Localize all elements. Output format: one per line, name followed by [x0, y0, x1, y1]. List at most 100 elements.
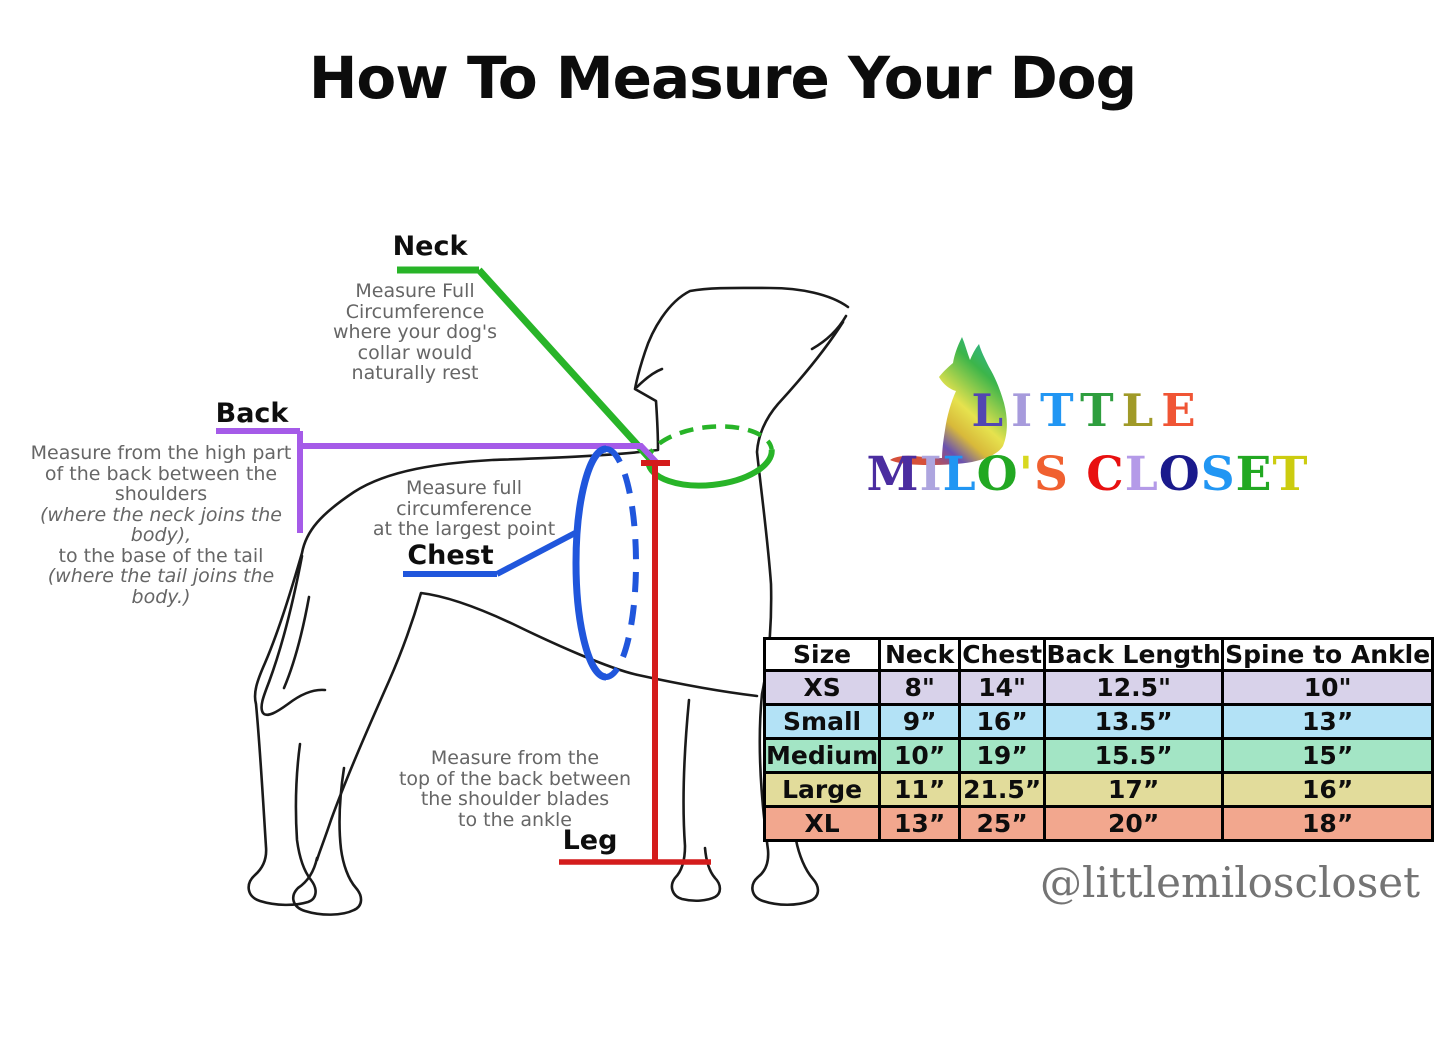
logo-letter: '	[1018, 447, 1034, 502]
chest-annotation	[403, 445, 639, 681]
size-table-header-cell: Back Length	[1043, 637, 1225, 672]
dog-head-back-rearleg-path	[247, 286, 850, 907]
size-table-header-cell: Chest	[958, 637, 1047, 672]
neck-pointer-line	[476, 267, 655, 464]
page-title: How To Measure Your Dog	[308, 44, 1137, 112]
size-label-cell: XL	[762, 805, 882, 842]
logo-wordmark-line1: LITTLE	[960, 384, 1215, 437]
size-table-row: Small 9” 16” 13.5” 13”	[762, 703, 1435, 740]
logo-letter: L	[1121, 384, 1162, 437]
measurement-cell: 10"	[1221, 669, 1435, 706]
size-table-header-cell: Neck	[878, 637, 962, 672]
measurement-cell: 19”	[958, 737, 1047, 774]
size-label-cell: XS	[762, 669, 882, 706]
logo-letter: S	[1200, 447, 1236, 502]
description-line: Measure from the high part	[30, 442, 292, 464]
description-line: top of the back between	[398, 767, 632, 790]
description-line: Measure Full	[355, 280, 475, 302]
dog-jaw-line	[810, 314, 848, 351]
logo-letter: O	[976, 447, 1019, 502]
logo-letter: C	[1086, 447, 1125, 502]
description-line: (where the neck joins the body),	[39, 503, 282, 546]
description-line: collar would	[357, 341, 473, 364]
logo-letter: E	[1161, 384, 1204, 437]
measurement-cell: 10”	[878, 737, 962, 774]
logo-letter: M	[866, 447, 920, 502]
size-label-cell: Small	[762, 703, 882, 740]
back-span-line	[300, 443, 661, 467]
collar-ellipse-dashed	[646, 424, 774, 463]
chest-description: Measure full circumference at the largest …	[368, 478, 560, 540]
dog-belly-rearleg-path	[315, 591, 759, 862]
description-line: shoulders	[114, 483, 208, 505]
logo-letter: E	[1235, 447, 1273, 502]
chest-ellipse-dashed	[605, 446, 639, 680]
logo-wordmark-line2: MILO'S CLOSET	[835, 447, 1340, 502]
measurement-cell: 9”	[878, 703, 962, 740]
size-table-row: Large 11” 21.5” 17” 16”	[762, 771, 1435, 808]
measurement-cell: 15.5”	[1043, 737, 1225, 774]
size-table-row: Medium 10” 19” 15.5” 15”	[762, 737, 1435, 774]
logo-letter: T	[1272, 447, 1309, 502]
chest-pointer-line	[495, 529, 579, 577]
measurement-cell: 15”	[1221, 737, 1435, 774]
dog-rear-foot	[291, 766, 363, 916]
description-line: Measure full	[405, 477, 523, 499]
measurement-cell: 8"	[878, 669, 962, 706]
description-line: of the back between the	[44, 462, 278, 485]
description-line: the shoulder blades	[420, 788, 610, 810]
size-table-header-cell: Spine to Ankle	[1221, 637, 1435, 672]
logo-letter: L	[1124, 447, 1159, 502]
logo-letter: L	[971, 384, 1012, 437]
description-line: (where the tail joins the body.)	[47, 565, 275, 608]
measurement-cell: 13”	[1221, 703, 1435, 740]
description-line: to the ankle	[458, 808, 572, 831]
description-line: Circumference	[345, 300, 485, 323]
measurement-cell: 16”	[1221, 771, 1435, 808]
neck-description: Measure Full Circumference where your dog'…	[300, 281, 530, 384]
measurement-cell: 21.5”	[958, 771, 1047, 808]
back-description: Measure from the high part of the back be…	[20, 443, 302, 607]
size-label-cell: Medium	[762, 737, 882, 774]
measurement-cell: 25”	[958, 805, 1047, 842]
dog-second-front-leg	[670, 698, 722, 903]
measurement-cell: 20”	[1043, 805, 1225, 842]
logo-letter: S	[1033, 447, 1069, 502]
dog-outline	[247, 286, 850, 916]
description-line: circumference	[396, 497, 532, 520]
back-label: Back	[215, 398, 289, 429]
size-table-header-cell: Size	[762, 637, 882, 672]
description-line: where your dog's	[332, 321, 498, 343]
chest-ellipse-solid	[572, 445, 607, 681]
measurement-cell: 12.5"	[1043, 669, 1225, 706]
measurement-cell: 17”	[1043, 771, 1225, 808]
measurement-cell: 16”	[958, 703, 1047, 740]
leg-annotation	[559, 460, 711, 865]
collar-ellipse-solid	[645, 449, 775, 489]
logo-letter: L	[942, 447, 977, 502]
logo-space	[1069, 447, 1086, 502]
neck-label: Neck	[392, 231, 468, 262]
logo-letter: T	[1080, 384, 1122, 437]
instagram-handle: @littlemiloscloset	[1040, 858, 1420, 907]
size-chart-table: Size Neck Chest Back Length Spine to Ankle X…	[762, 637, 1435, 842]
leg-label: Leg	[562, 825, 618, 856]
description-line: to the base of the tail	[58, 544, 264, 567]
logo-letter: I	[1011, 384, 1041, 437]
dog-ear-fold-line	[635, 367, 664, 389]
measurement-cell: 14"	[958, 669, 1047, 706]
description-line: at the largest point	[372, 518, 556, 540]
measurement-cell: 18”	[1221, 805, 1435, 842]
description-line: Measure from the	[430, 747, 600, 769]
leg-description: Measure from the top of the back between t…	[384, 748, 646, 830]
logo-letter: O	[1158, 447, 1201, 502]
logo-letter: T	[1040, 384, 1081, 437]
logo-dog-silhouette	[890, 337, 1007, 465]
dog-tail-inner-line	[282, 595, 311, 690]
measurement-cell: 13.5”	[1043, 703, 1225, 740]
size-table-row: XL 13” 25” 20” 18”	[762, 805, 1435, 842]
size-table-header-row: Size Neck Chest Back Length Spine to Ankle	[762, 637, 1435, 672]
chest-label: Chest	[407, 540, 494, 571]
